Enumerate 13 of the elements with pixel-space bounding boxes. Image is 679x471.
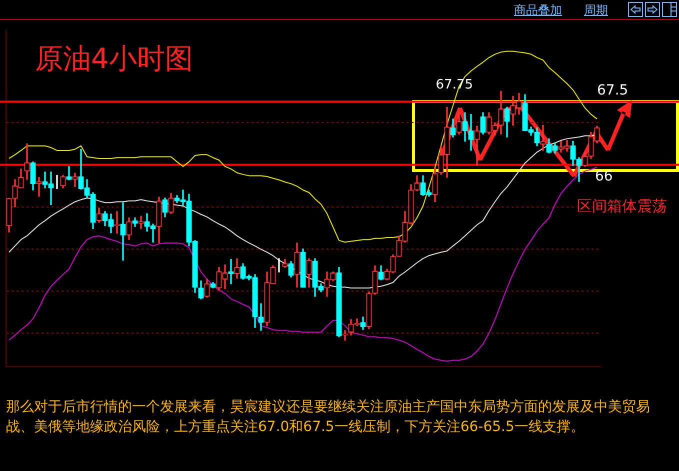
candlestick: [540, 124, 546, 151]
text: 原油4小时图: [35, 41, 193, 77]
ref-line-label: 67.5: [597, 82, 628, 98]
text: 周期: [584, 2, 608, 19]
candlestick: [474, 126, 480, 166]
candlestick: [24, 143, 30, 180]
candlestick: [120, 202, 126, 261]
text: 商品叠加: [514, 2, 562, 19]
candlestick: [258, 303, 264, 331]
candlestick: [228, 259, 234, 284]
text: 那么对于后市行情的一个发展来看，昊宸建议还是要继续关注原油主产国中东局势方面的发展及中美贸易战、美俄等地缘政治风险，上方重点关注67.0和67.5一线压制，下方关注66-65.5一线支撑。: [6, 398, 651, 437]
ref-line-label: 66: [595, 168, 613, 184]
annotation: 区间箱体震荡: [577, 197, 667, 216]
